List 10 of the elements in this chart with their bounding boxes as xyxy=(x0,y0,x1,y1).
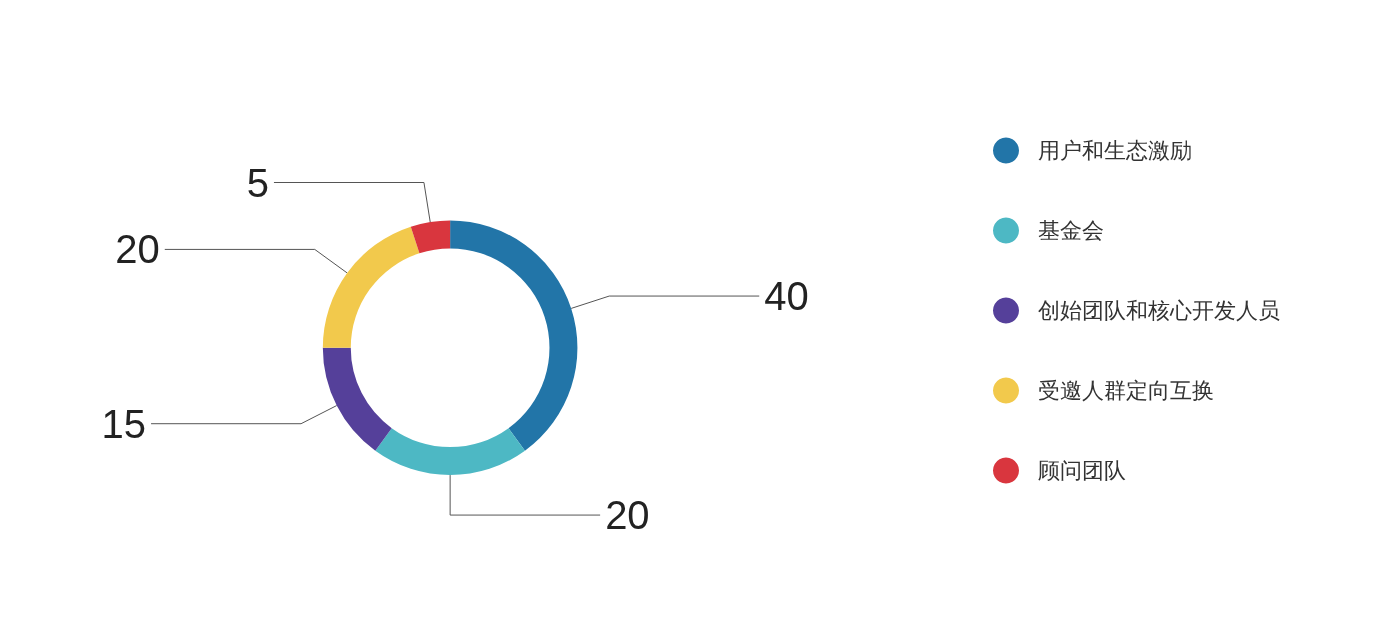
legend-label: 基金会 xyxy=(1038,218,1104,243)
legend-label: 用户和生态激励 xyxy=(1038,138,1192,163)
data-label: 40 xyxy=(764,274,809,319)
data-label: 20 xyxy=(115,227,160,272)
legend-label: 顾问团队 xyxy=(1038,458,1126,483)
data-label: 5 xyxy=(246,160,269,205)
legend-label: 受邀人群定向互换 xyxy=(1038,378,1214,403)
legend-label: 创始团队和核心开发人员 xyxy=(1038,298,1280,323)
data-label: 20 xyxy=(605,493,650,538)
data-label: 15 xyxy=(101,401,147,446)
